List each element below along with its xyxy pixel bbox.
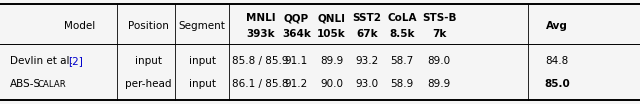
Text: 90.0: 90.0 (320, 79, 343, 89)
Text: ABS-S: ABS-S (10, 79, 41, 89)
Text: SST2: SST2 (352, 13, 381, 23)
Text: 105k: 105k (317, 29, 346, 39)
Text: 86.1 / 85.8: 86.1 / 85.8 (232, 79, 289, 89)
Text: 93.0: 93.0 (355, 79, 378, 89)
Text: CoLA: CoLA (387, 13, 417, 23)
Text: Devlin et al.: Devlin et al. (10, 56, 76, 66)
Text: 7k: 7k (432, 29, 446, 39)
Text: 84.8: 84.8 (545, 56, 568, 66)
Text: 364k: 364k (282, 29, 311, 39)
Text: QQP: QQP (284, 13, 309, 23)
Text: Devlin et al.: Devlin et al. (10, 56, 76, 66)
Text: 67k: 67k (356, 29, 378, 39)
Text: 89.0: 89.0 (428, 56, 451, 66)
Text: 91.2: 91.2 (285, 79, 308, 89)
Text: 8.5k: 8.5k (389, 29, 415, 39)
Text: 89.9: 89.9 (320, 56, 343, 66)
Text: input: input (135, 56, 162, 66)
Text: 58.7: 58.7 (390, 56, 413, 66)
Text: [2]: [2] (68, 56, 83, 66)
Text: input: input (189, 79, 216, 89)
Text: 91.1: 91.1 (285, 56, 308, 66)
Text: MNLI: MNLI (246, 13, 275, 23)
Text: 85.8 / 85.9: 85.8 / 85.9 (232, 56, 289, 66)
Text: Model: Model (65, 21, 95, 31)
Text: 85.0: 85.0 (544, 79, 570, 89)
Text: 393k: 393k (246, 29, 275, 39)
Text: STS-B: STS-B (422, 13, 456, 23)
Text: per-head: per-head (125, 79, 172, 89)
Text: input: input (189, 56, 216, 66)
Text: 89.9: 89.9 (428, 79, 451, 89)
Text: QNLI: QNLI (317, 13, 346, 23)
Text: 93.2: 93.2 (355, 56, 378, 66)
Text: Segment: Segment (179, 21, 226, 31)
Text: CALAR: CALAR (38, 80, 67, 89)
Text: Position: Position (128, 21, 169, 31)
Text: 58.9: 58.9 (390, 79, 413, 89)
Text: Avg: Avg (546, 21, 568, 31)
